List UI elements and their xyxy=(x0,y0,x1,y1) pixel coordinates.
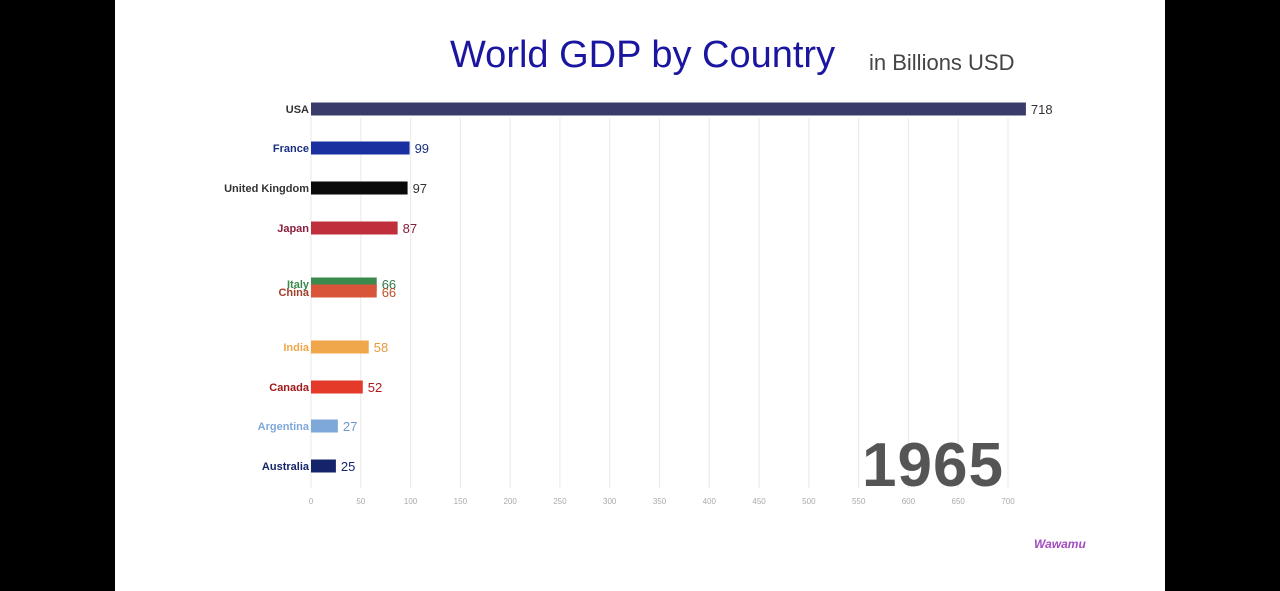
chart-subtitle: in Billions USD xyxy=(869,50,1015,75)
x-tick-label: 650 xyxy=(952,497,966,506)
brand-watermark: Wawamu xyxy=(1034,537,1086,551)
category-label: Australia xyxy=(262,461,310,473)
value-label: 58 xyxy=(374,340,388,355)
category-label: Italy xyxy=(287,279,310,291)
x-tick-label: 450 xyxy=(752,497,766,506)
category-label: USA xyxy=(286,104,309,116)
bar-usa xyxy=(311,102,1026,116)
value-label: 87 xyxy=(403,221,417,236)
category-label: Argentina xyxy=(258,421,310,433)
x-tick-label: 0 xyxy=(309,497,314,506)
bars: USA 718 France 99 United Kingdom 97 Japan 87 Ita… xyxy=(224,102,1053,474)
year-label: 1965 xyxy=(862,431,1004,500)
value-label: 718 xyxy=(1031,102,1053,117)
category-label: China xyxy=(278,287,309,299)
x-axis-ticks: 0 50 100 150 200 250 300 350 400 450 500 550 600 650 7… xyxy=(309,497,1015,506)
bar-japan xyxy=(311,221,398,235)
bar-france xyxy=(311,141,410,155)
x-tick-label: 700 xyxy=(1001,497,1015,506)
category-label: India xyxy=(283,342,310,354)
grid-lines xyxy=(310,118,1009,488)
x-tick-label: 500 xyxy=(802,497,816,506)
bar-united-kingdom xyxy=(311,181,408,195)
x-tick-label: 550 xyxy=(852,497,866,506)
category-label: France xyxy=(273,143,309,155)
bar-china xyxy=(311,284,377,298)
x-tick-label: 200 xyxy=(503,497,517,506)
x-tick-label: 350 xyxy=(653,497,667,506)
value-label: 52 xyxy=(368,380,382,395)
bar-australia xyxy=(311,459,336,473)
bar-argentina xyxy=(311,419,338,433)
value-label: 66 xyxy=(382,285,396,300)
value-label: 25 xyxy=(341,459,355,474)
value-label: 97 xyxy=(413,181,427,196)
x-tick-label: 150 xyxy=(454,497,468,506)
value-label: 66 xyxy=(382,277,396,292)
category-label: Japan xyxy=(277,223,309,235)
chart-frame xyxy=(115,0,1165,591)
bar-india xyxy=(311,340,369,354)
x-tick-label: 400 xyxy=(703,497,717,506)
category-label: United Kingdom xyxy=(224,183,309,195)
category-label: Canada xyxy=(269,382,310,394)
x-tick-label: 50 xyxy=(356,497,365,506)
value-label: 99 xyxy=(415,141,429,156)
x-tick-label: 300 xyxy=(603,497,617,506)
bar-canada xyxy=(311,380,363,394)
x-tick-label: 100 xyxy=(404,497,418,506)
chart-title: World GDP by Country xyxy=(450,34,836,76)
x-tick-label: 250 xyxy=(553,497,567,506)
x-tick-label: 600 xyxy=(902,497,916,506)
value-label: 27 xyxy=(343,419,357,434)
